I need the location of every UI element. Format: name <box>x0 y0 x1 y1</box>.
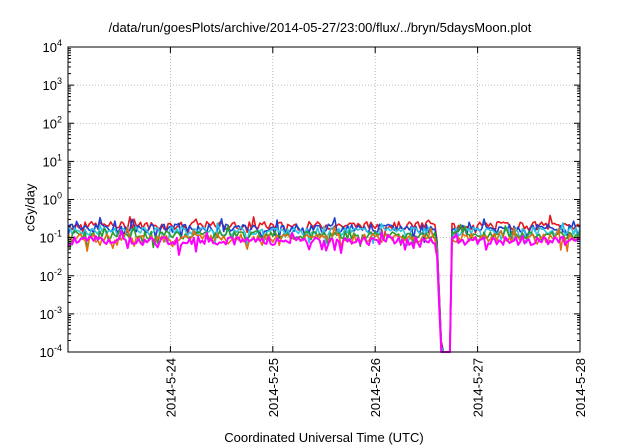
y-tick-label: 10-2 <box>40 267 62 284</box>
y-tick-label: 100 <box>43 191 62 208</box>
y-tick-label: 101 <box>43 152 62 169</box>
axis-ticks: 104 103 102 101 100 10-1 10-2 10-3 10-4 2014-5-24… <box>40 38 588 417</box>
y-tick-label: 10-3 <box>40 305 62 322</box>
x-tick-label: 2014-5-26 <box>368 358 383 417</box>
x-axis-label: Coordinated Universal Time (UTC) <box>224 430 424 445</box>
series-line <box>67 229 581 353</box>
series-line <box>67 222 581 353</box>
grid-lines <box>68 47 580 352</box>
y-tick-label: 102 <box>43 114 62 131</box>
series-line <box>67 226 581 353</box>
x-tick-label: 2014-5-25 <box>266 358 281 417</box>
x-tick-label: 2014-5-24 <box>163 358 178 417</box>
y-tick-label: 10-4 <box>40 343 62 360</box>
y-tick-label: 10-1 <box>40 229 62 246</box>
y-tick-label: 104 <box>43 38 62 55</box>
x-tick-label: 2014-5-27 <box>471 358 486 417</box>
chart-title: /data/run/goesPlots/archive/2014-05-27/2… <box>108 20 532 35</box>
y-tick-label: 103 <box>43 76 62 93</box>
x-tick-label: 2014-5-28 <box>573 358 588 417</box>
series-lines <box>67 214 581 353</box>
